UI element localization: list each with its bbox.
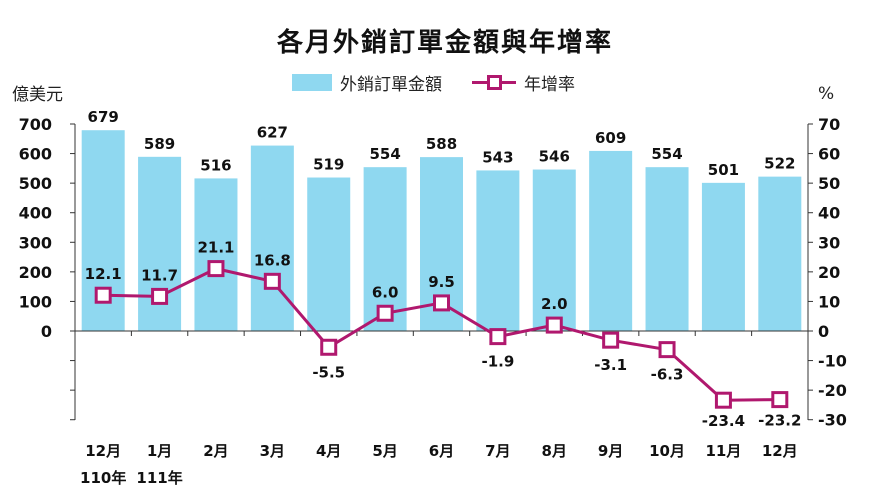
bar — [307, 177, 351, 331]
bar-value-label: 516 — [200, 156, 231, 174]
growth-value-label: -23.4 — [702, 412, 745, 430]
right-tick-label: 60 — [818, 145, 840, 164]
right-tick-label: 40 — [818, 204, 840, 223]
growth-point — [658, 341, 676, 359]
bar-value-label: 627 — [257, 124, 288, 142]
x-tick-label: 3月 — [260, 442, 285, 460]
growth-value-label: -5.5 — [312, 363, 345, 381]
left-tick-label: 600 — [19, 145, 52, 164]
x-tick-label: 9月 — [598, 442, 623, 460]
right-tick-label: 10 — [818, 292, 840, 311]
bar — [645, 167, 689, 331]
growth-point — [433, 294, 450, 312]
bar-value-label: 501 — [708, 161, 739, 179]
bar — [701, 182, 745, 331]
left-tick-label: 100 — [19, 292, 52, 311]
right-tick-label: 30 — [818, 233, 840, 252]
bar-value-label: 554 — [369, 145, 400, 163]
x-tick-label: 8月 — [542, 442, 567, 460]
bar — [250, 145, 294, 331]
right-axis-unit: % — [818, 84, 835, 104]
x-tick-label: 1月 — [147, 442, 172, 460]
legend-bar-swatch — [292, 73, 332, 91]
growth-point — [94, 286, 112, 304]
growth-point — [207, 260, 225, 278]
growth-value-label: 2.0 — [541, 295, 568, 313]
right-tick-label: 70 — [818, 115, 840, 134]
x-tick-label: 11月 — [705, 442, 741, 460]
bar — [589, 150, 633, 331]
bar — [758, 176, 802, 331]
growth-value-label: 12.1 — [85, 265, 122, 283]
growth-value-label: -6.3 — [651, 366, 684, 384]
bar-value-label: 588 — [426, 135, 457, 153]
x-tick-label: 5月 — [372, 442, 397, 460]
growth-value-label: 9.5 — [428, 273, 455, 291]
left-tick-label: 300 — [19, 233, 52, 252]
growth-point — [489, 328, 507, 346]
year-label: 110年 — [80, 469, 126, 487]
legend-bar-label: 外銷訂單金額 — [340, 74, 442, 95]
x-tick-label: 7月 — [485, 442, 510, 460]
legend-line-label: 年增率 — [524, 74, 575, 95]
bar-value-label: 609 — [595, 129, 626, 147]
chart-legend: 外銷訂單金額 年增率 — [292, 70, 575, 95]
right-tick-label: -20 — [818, 381, 847, 400]
growth-value-label: 11.7 — [141, 266, 178, 284]
left-tick-label: 700 — [19, 115, 52, 134]
left-tick-label: 0 — [41, 322, 52, 341]
x-tick-label: 12月 — [762, 442, 798, 460]
left-tick-label: 400 — [19, 204, 52, 223]
right-tick-label: 20 — [818, 263, 840, 282]
growth-point — [545, 316, 563, 334]
bar-value-label: 543 — [482, 148, 513, 166]
right-tick-label: -30 — [818, 411, 847, 430]
x-tick-label: 2月 — [203, 442, 228, 460]
left-tick-label: 500 — [19, 174, 52, 193]
x-tick-label: 10月 — [649, 442, 685, 460]
right-tick-label: 0 — [818, 322, 829, 341]
growth-value-label: 16.8 — [254, 251, 291, 269]
growth-value-label: -3.1 — [594, 356, 627, 374]
right-tick-label: -10 — [818, 352, 847, 371]
bar — [532, 169, 576, 331]
bar-value-label: 679 — [88, 108, 119, 126]
bar-value-label: 554 — [651, 145, 682, 163]
growth-point — [376, 304, 394, 322]
growth-value-label: -1.9 — [481, 353, 514, 371]
bar — [194, 178, 238, 331]
x-tick-label: 4月 — [316, 442, 341, 460]
x-tick-label: 6月 — [429, 442, 454, 460]
bar — [476, 170, 520, 331]
bar-value-label: 522 — [764, 155, 795, 173]
x-tick-label: 12月 — [85, 442, 121, 460]
growth-value-label: 21.1 — [197, 239, 234, 257]
legend-line-swatch — [472, 74, 516, 91]
bar — [363, 167, 407, 331]
growth-point — [602, 331, 620, 349]
growth-point — [320, 338, 338, 356]
bar-value-label: 546 — [539, 148, 570, 166]
growth-value-label: -23.2 — [758, 412, 801, 430]
bar-value-label: 519 — [313, 156, 344, 174]
growth-point — [714, 391, 732, 409]
left-axis-unit: 億美元 — [12, 85, 63, 105]
left-tick-label: 200 — [19, 263, 52, 282]
growth-point — [771, 391, 789, 409]
growth-value-label: 6.0 — [372, 283, 399, 301]
right-tick-label: 50 — [818, 174, 840, 193]
growth-point — [263, 272, 281, 290]
year-label: 111年 — [136, 469, 182, 487]
growth-point — [151, 287, 169, 305]
bar-value-label: 589 — [144, 135, 175, 153]
chart-title: 各月外銷訂單金額與年增率 — [276, 28, 613, 58]
